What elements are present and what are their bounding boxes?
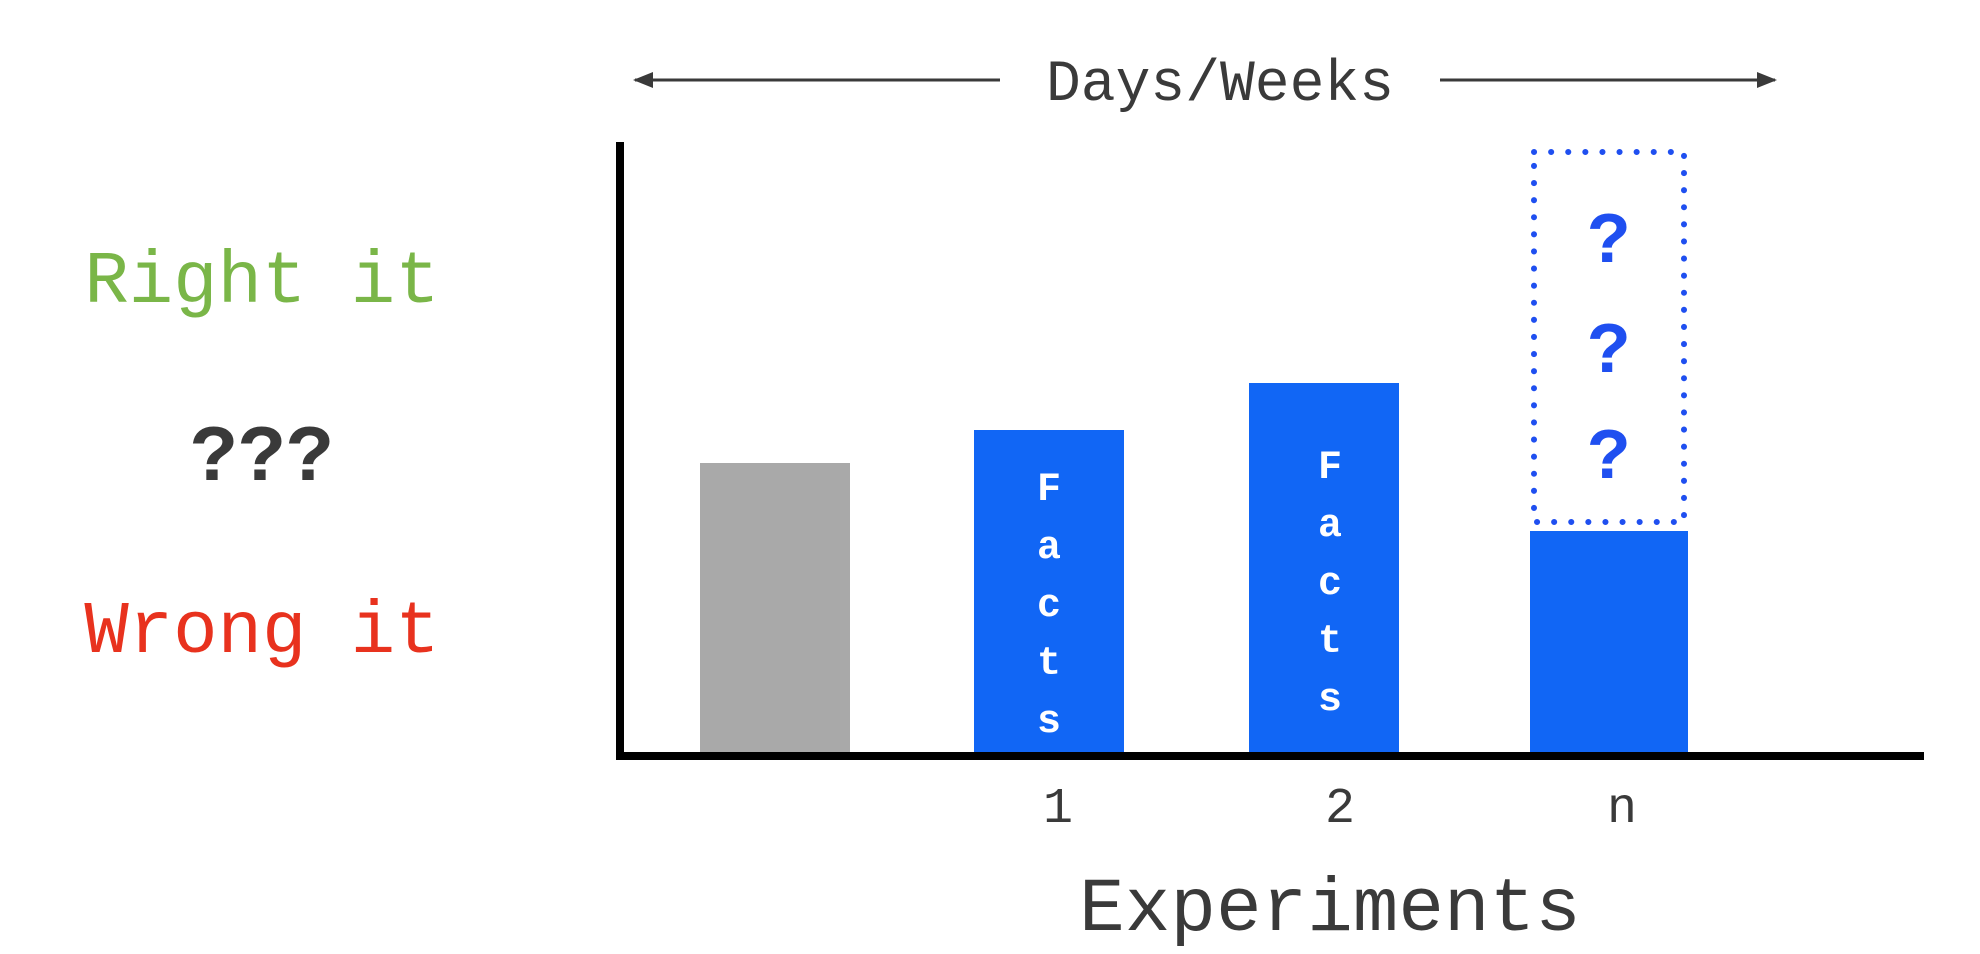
bar-experiment-1 [974, 430, 1124, 753]
bar-baseline [700, 463, 850, 753]
bar-1-letter: c [1037, 584, 1061, 629]
question-mark-3: ? [1587, 418, 1630, 500]
right-it-label: Right it [84, 241, 439, 325]
time-span-label: Days/Weeks [1046, 53, 1394, 118]
question-mark-1: ? [1587, 202, 1630, 284]
unknown-outcome-box [1531, 149, 1687, 525]
category-label-1: 1 [1043, 781, 1073, 838]
category-label-n: n [1607, 781, 1637, 838]
bar-1-letter: a [1037, 526, 1061, 571]
bar-1-letter: s [1037, 700, 1061, 745]
unknown-label: ??? [190, 414, 334, 505]
bar-1-letter: F [1037, 468, 1061, 513]
bar-2-letter: s [1318, 678, 1342, 723]
bar-experiment-2 [1249, 383, 1399, 753]
bar-2-letter: F [1318, 446, 1342, 491]
question-mark-2: ? [1587, 312, 1630, 394]
category-label-2: 2 [1325, 781, 1355, 838]
wrong-it-label: Wrong it [84, 591, 439, 675]
bar-2-letter: t [1318, 620, 1342, 665]
bar-2-letter: c [1318, 562, 1342, 607]
x-axis-title: Experiments [1079, 867, 1581, 953]
bar-experiment-n [1530, 531, 1688, 753]
bar-1-letter: t [1037, 642, 1061, 687]
bar-2-letter: a [1318, 504, 1342, 549]
